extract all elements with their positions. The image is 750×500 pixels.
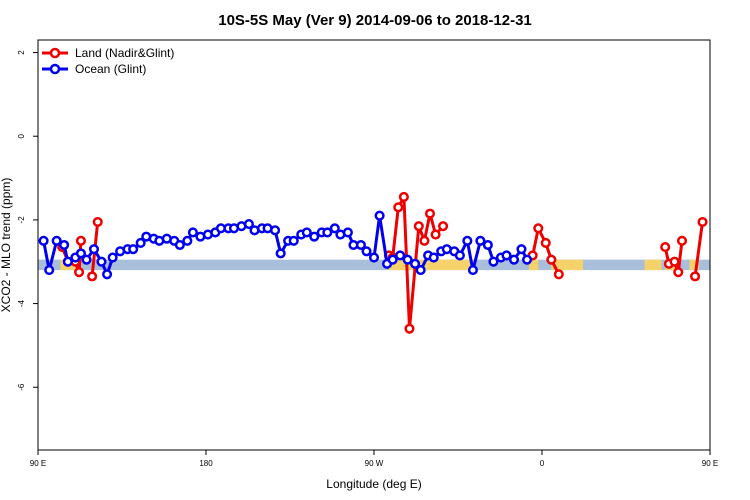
data-point	[75, 235, 86, 246]
data-point	[398, 191, 409, 202]
data-point	[475, 235, 486, 246]
data-point	[174, 239, 185, 251]
data-point	[430, 229, 441, 240]
legend: Land (Nadir&Glint) Ocean (Glint)	[42, 46, 174, 76]
x-tick-label: 90 E	[702, 459, 718, 468]
x-tick-label: 180	[199, 459, 213, 468]
land-band-segment	[644, 259, 662, 271]
chart-title: 10S-5S May (Ver 9) 2014-09-06 to 2018-12…	[218, 12, 532, 29]
data-point	[395, 250, 406, 261]
data-point	[438, 221, 449, 232]
y-axis-label: XCO2 - MLO trend (ppm)	[0, 178, 13, 313]
y-tick-label: 2	[17, 50, 26, 55]
legend-ocean-marker	[49, 63, 61, 75]
data-point	[361, 246, 372, 257]
data-point	[187, 227, 198, 238]
data-point	[275, 248, 286, 259]
data-point	[676, 235, 688, 246]
data-point	[462, 235, 473, 246]
data-point	[516, 244, 527, 255]
land-band-segment	[689, 259, 699, 271]
data-point	[355, 239, 366, 251]
series-1	[38, 210, 533, 280]
legend-ocean-label: Ocean (Glint)	[75, 62, 146, 76]
data-point	[428, 252, 439, 263]
data-point	[669, 256, 680, 267]
y-tick-label: 0	[17, 133, 26, 138]
data-point	[135, 237, 146, 248]
data-point	[387, 254, 398, 265]
data-point	[467, 265, 478, 276]
data-point	[88, 244, 100, 255]
data-point	[368, 252, 380, 263]
data-point	[81, 254, 92, 265]
data-point	[508, 254, 520, 265]
data-point	[62, 256, 73, 267]
data-point	[488, 256, 499, 267]
data-point	[424, 208, 436, 219]
x-tick-label: 0	[540, 459, 545, 468]
data-point	[51, 235, 62, 246]
data-point	[243, 219, 254, 230]
data-point	[673, 267, 684, 278]
data-point	[59, 239, 70, 251]
data-point	[342, 227, 353, 238]
data-point	[410, 258, 421, 269]
data-point	[501, 250, 512, 261]
series-line	[693, 221, 704, 277]
legend-land-marker	[49, 47, 61, 59]
data-point	[322, 227, 333, 238]
legend-land-label: Land (Nadir&Glint)	[75, 46, 174, 60]
x-tick-label: 90 W	[365, 459, 384, 468]
data-point	[182, 235, 193, 246]
plot-area	[38, 191, 710, 334]
data-point	[553, 269, 564, 280]
data-point	[413, 221, 424, 232]
data-point	[75, 248, 86, 259]
data-point	[92, 216, 103, 228]
land-band-segment	[551, 259, 584, 271]
data-point	[533, 223, 544, 234]
data-point	[482, 239, 493, 251]
data-point	[415, 265, 426, 276]
data-point	[107, 252, 118, 263]
data-point	[38, 235, 49, 246]
data-point	[697, 216, 708, 228]
data-point	[74, 267, 85, 278]
data-point	[374, 210, 385, 221]
y-tick-label: -6	[17, 383, 26, 391]
data-point	[419, 235, 430, 246]
land-band-segment	[528, 259, 539, 271]
data-point	[402, 254, 413, 265]
data-point	[288, 235, 299, 246]
data-point	[309, 231, 320, 242]
y-tick-label: -4	[17, 299, 26, 307]
data-point	[329, 223, 340, 234]
data-point	[690, 271, 701, 282]
data-point	[270, 225, 281, 236]
y-tick-label: -2	[17, 216, 26, 224]
data-point	[540, 237, 551, 248]
data-point	[546, 254, 557, 265]
background-band	[38, 259, 710, 271]
data-point	[522, 254, 533, 265]
data-point	[102, 269, 113, 280]
legend-entry-ocean: Ocean (Glint)	[42, 62, 146, 76]
data-point	[87, 271, 98, 282]
legend-entry-land: Land (Nadir&Glint)	[42, 46, 174, 60]
data-point	[454, 250, 465, 261]
data-point	[128, 244, 139, 255]
data-point	[96, 256, 107, 267]
data-point	[404, 323, 415, 334]
series-line	[388, 195, 445, 331]
data-point	[301, 227, 312, 238]
x-axis-label: Longitude (deg E)	[326, 477, 421, 491]
land-band-segment	[388, 259, 473, 271]
x-tick-label: 90 E	[30, 459, 46, 468]
data-point	[660, 242, 671, 253]
data-point	[393, 202, 404, 213]
data-point	[44, 265, 55, 276]
